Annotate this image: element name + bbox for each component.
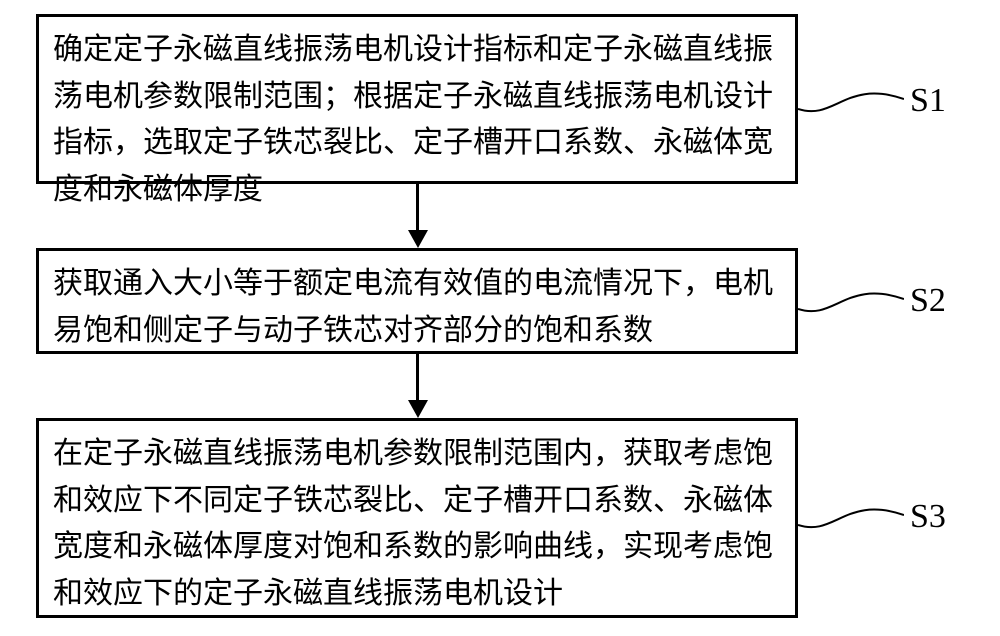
step-label-s2: S2 bbox=[910, 282, 946, 320]
connector-curve-s3 bbox=[798, 497, 904, 537]
flow-box-s3: 在定子永磁直线振荡电机参数限制范围内，获取考虑饱和效应下不同定子铁芯裂比、定子槽… bbox=[36, 418, 798, 618]
flow-box-text: 获取通入大小等于额定电流有效值的电流情况下，电机易饱和侧定子与动子铁芯对齐部分的… bbox=[53, 267, 773, 347]
flow-box-text: 确定定子永磁直线振荡电机设计指标和定子永磁直线振荡电机参数限制范围；根据定子永磁… bbox=[53, 33, 773, 206]
arrow-shaft-1 bbox=[416, 184, 419, 230]
step-label-s3: S3 bbox=[910, 498, 946, 536]
connector-curve-s2 bbox=[798, 281, 904, 321]
flow-box-s2: 获取通入大小等于额定电流有效值的电流情况下，电机易饱和侧定子与动子铁芯对齐部分的… bbox=[36, 248, 798, 354]
flow-box-text: 在定子永磁直线振荡电机参数限制范围内，获取考虑饱和效应下不同定子铁芯裂比、定子槽… bbox=[53, 437, 773, 610]
arrow-head-1 bbox=[408, 230, 428, 248]
step-label-s1: S1 bbox=[910, 82, 946, 120]
arrow-shaft-2 bbox=[416, 354, 419, 400]
arrow-head-2 bbox=[408, 400, 428, 418]
connector-curve-s1 bbox=[798, 81, 904, 121]
flow-box-s1: 确定定子永磁直线振荡电机设计指标和定子永磁直线振荡电机参数限制范围；根据定子永磁… bbox=[36, 14, 798, 184]
